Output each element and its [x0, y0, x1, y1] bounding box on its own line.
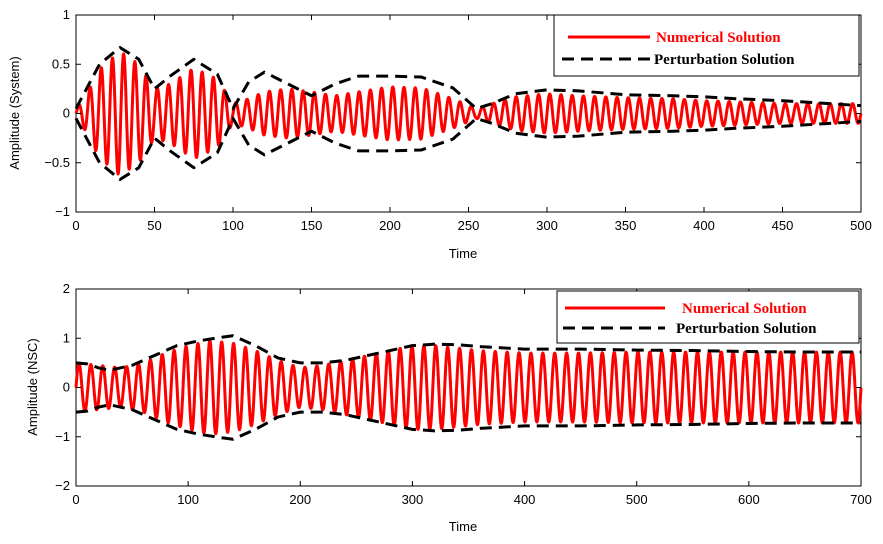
plot-system-xlabel: Time	[449, 246, 477, 261]
x-tick-label: 200	[379, 218, 401, 233]
x-tick-label: 700	[850, 492, 872, 507]
y-tick-label: 1	[63, 330, 70, 345]
perturbation-lower-envelope	[75, 403, 861, 441]
y-tick-label: 1	[63, 7, 70, 22]
plot-system-ylabel: Amplitude (System)	[7, 56, 22, 169]
x-tick-label: 300	[402, 492, 424, 507]
plot-system-curves	[74, 46, 863, 181]
plot-nsc-ylabel: Amplitude (NSC)	[25, 338, 40, 436]
x-tick-label: 350	[615, 218, 637, 233]
x-tick-label: 0	[72, 218, 79, 233]
x-tick-label: 50	[147, 218, 161, 233]
x-tick-label: 250	[458, 218, 480, 233]
y-tick-label: 0	[63, 106, 70, 121]
x-tick-label: 200	[289, 492, 311, 507]
x-tick-label: 600	[738, 492, 760, 507]
x-tick-label: 100	[222, 218, 244, 233]
legend-perturbation-label: Perturbation Solution	[654, 52, 795, 68]
x-tick-label: 450	[772, 218, 794, 233]
plot-nsc-legend: Numerical Solution Perturbation Solution	[556, 290, 860, 344]
plot-nsc: 0 100 200 300 400 500 600 700 2 1 0 −1 −2 Time Ampli…	[25, 281, 872, 534]
numerical-solution-line	[74, 339, 863, 436]
x-tick-label: 300	[536, 218, 558, 233]
legend-numerical-label: Numerical Solution	[656, 30, 781, 46]
y-tick-label: −1	[55, 204, 70, 219]
x-tick-label: 150	[301, 218, 323, 233]
plot-nsc-ticks: 0 100 200 300 400 500 600 700 2 1 0 −1 −2	[55, 281, 872, 507]
y-tick-label: −0.5	[44, 155, 70, 170]
y-tick-label: −2	[55, 478, 70, 493]
x-tick-label: 100	[177, 492, 199, 507]
y-tick-label: 0	[63, 380, 70, 395]
y-tick-label: 2	[63, 281, 70, 296]
x-tick-label: 0	[72, 492, 79, 507]
x-tick-label: 400	[514, 492, 536, 507]
legend-numerical-label: Numerical Solution	[682, 301, 807, 317]
x-tick-label: 500	[626, 492, 648, 507]
legend-perturbation-label: Perturbation Solution	[676, 321, 817, 337]
perturbation-upper-envelope	[75, 334, 861, 372]
perturbation-upper-envelope	[74, 46, 862, 111]
plot-system-ticks: 0 50 100 150 200 250 300 350 400 450 500 1 0.5 0 −0.5 −…	[44, 7, 872, 233]
x-tick-label: 400	[693, 218, 715, 233]
legend-box	[556, 290, 860, 344]
plot-nsc-curves	[74, 334, 863, 441]
y-tick-label: 0.5	[52, 56, 70, 71]
x-tick-label: 500	[850, 218, 872, 233]
numerical-solution-line	[74, 52, 863, 176]
perturbation-lower-envelope	[74, 116, 862, 181]
plot-system-legend: Numerical Solution Perturbation Solution	[553, 14, 860, 77]
y-tick-label: −1	[55, 429, 70, 444]
plot-system: 0 50 100 150 200 250 300 350 400 450 500 1 0.5 0 −0.5 −…	[7, 7, 872, 261]
plot-nsc-xlabel: Time	[449, 519, 477, 534]
legend-box	[553, 14, 860, 77]
